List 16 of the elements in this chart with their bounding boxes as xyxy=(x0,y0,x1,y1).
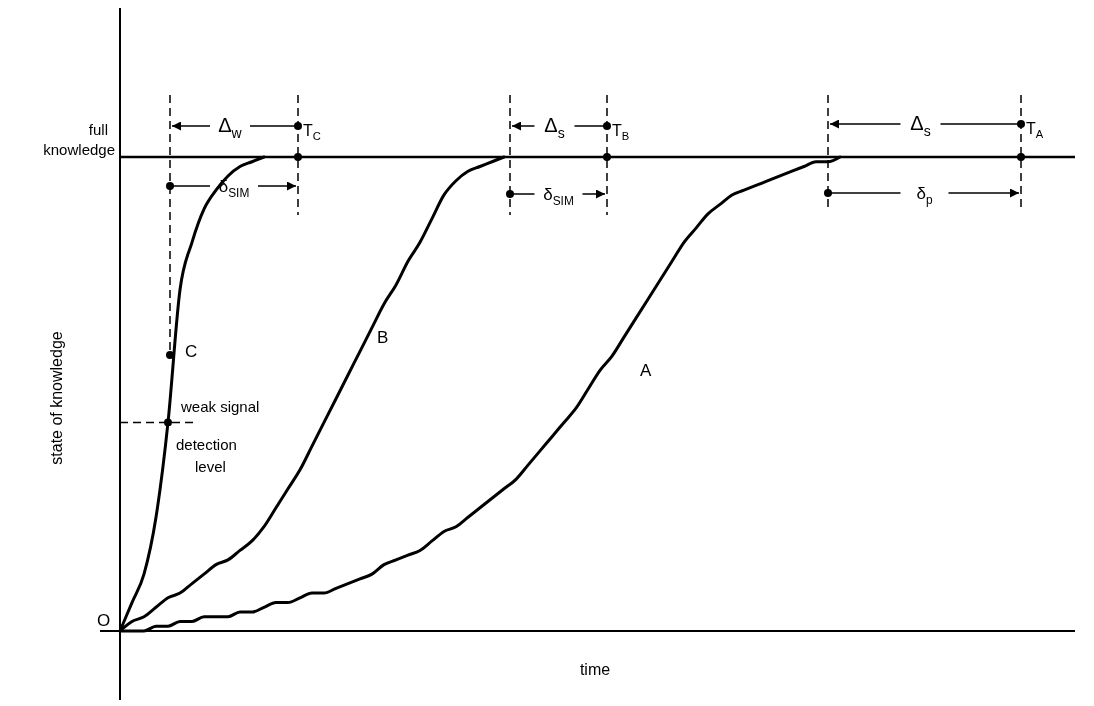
x-axis-title: time xyxy=(579,661,611,678)
text: weak signal detection level xyxy=(176,398,260,476)
text: T$_{B}$ xyxy=(612,122,630,143)
y-axis-title: state of knowledge xyxy=(48,331,65,465)
annotation: δ$_{p}$ xyxy=(916,184,933,207)
text: Δ$_{w}$ xyxy=(218,114,243,141)
series-label: C xyxy=(185,342,198,361)
series-label: B xyxy=(377,328,389,347)
ref-line-label: full knowledge xyxy=(43,121,115,158)
annotation: O xyxy=(97,611,111,630)
text: T$_{C}$ xyxy=(303,122,321,143)
text: Δ$_{s}$ xyxy=(544,114,565,141)
text: T$_{A}$ xyxy=(1026,120,1044,141)
series-label: A xyxy=(640,361,652,380)
text: Δ$_{s}$ xyxy=(910,112,931,139)
annotation: δ$_{SIM}$ xyxy=(543,185,574,208)
